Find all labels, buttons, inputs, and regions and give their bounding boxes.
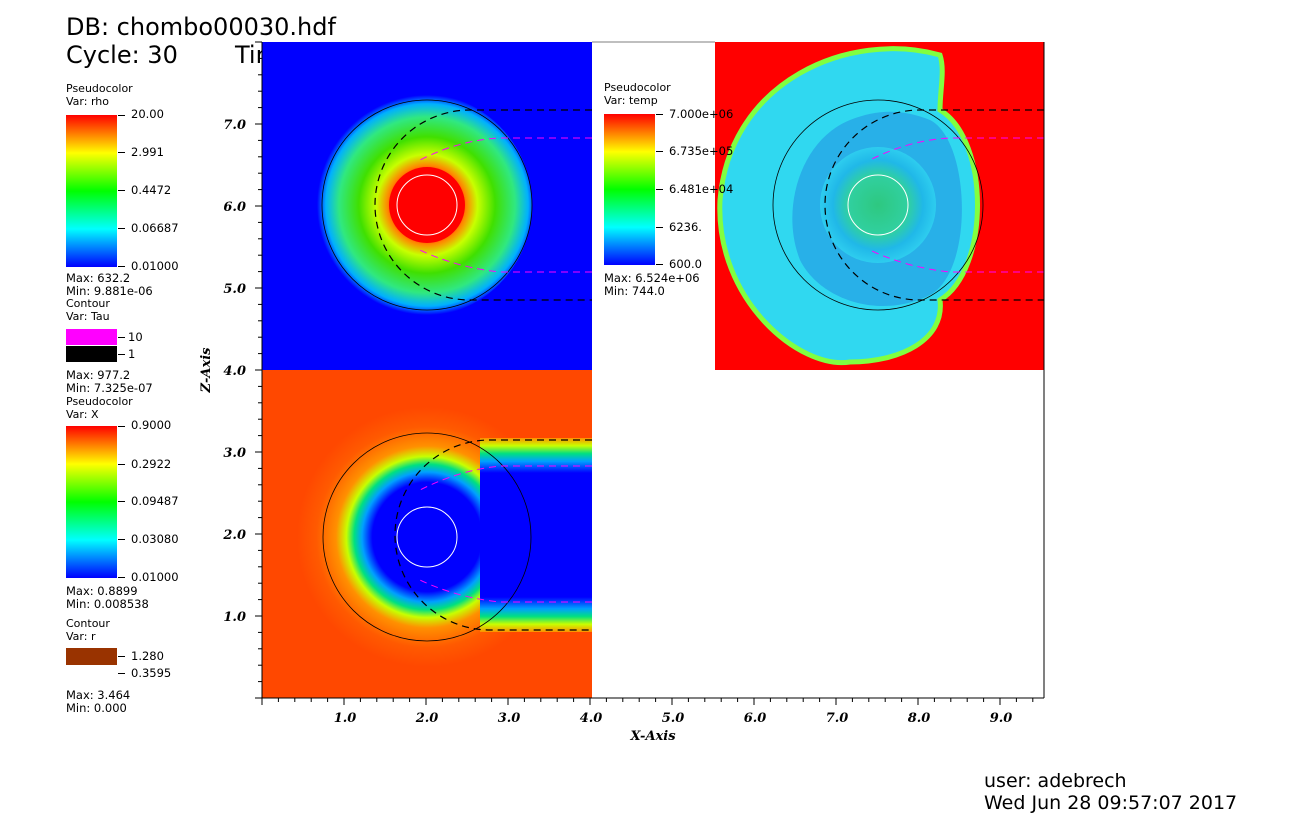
legend-temp-plot: Pseudocolor: [604, 81, 671, 94]
legend-tau-level: 10: [128, 330, 143, 344]
legend-temp-max: Max: 6.524e+06: [604, 271, 700, 285]
legend-rho-tick: 2.991: [131, 145, 164, 159]
legend-tau-swatch-10: [66, 329, 117, 345]
legend-x-colorbar: [66, 426, 117, 578]
legend-tau-level: 1: [128, 347, 136, 361]
x-axis-title: X-Axis: [629, 729, 676, 744]
legend-x-var: Var: X: [66, 408, 99, 421]
legend-x-min: Min: 0.008538: [66, 597, 149, 611]
legend-temp-colorbar: [604, 114, 655, 265]
legend-r-swatch-03595: [66, 666, 117, 681]
legend-temp-min: Min: 744.0: [604, 284, 665, 298]
legend-temp-tick: 600.0: [669, 257, 702, 271]
legend-tau-plot: Contour: [66, 297, 110, 310]
y-tick-label: 2.0: [222, 528, 246, 543]
legend-temp-var: Var: temp: [604, 94, 658, 107]
x-tick-label: 1.0: [334, 711, 357, 726]
x-tick-label: 8.0: [908, 711, 931, 726]
x-tick-label: 4.0: [580, 711, 603, 726]
legend-r-var: Var: r: [66, 630, 96, 643]
legend-rho-tick: 0.06687: [131, 221, 179, 235]
legend-r-level: 1.280: [131, 649, 164, 663]
rho-panel: [262, 42, 592, 370]
x-tick-label: 9.0: [990, 711, 1013, 726]
legend-rho-tick: 0.4472: [131, 183, 172, 197]
legend-r-plot: Contour: [66, 617, 110, 630]
y-axis-title: Z-Axis: [199, 347, 214, 394]
x-tick-label: 3.0: [498, 711, 521, 726]
legend-temp-tick: 7.000e+06: [669, 107, 734, 121]
legend-r-swatch-1280: [66, 648, 117, 665]
x-panel: [262, 370, 592, 698]
legend-rho-min: Min: 9.881e-06: [66, 284, 153, 298]
legend-rho-tick: 0.01000: [131, 259, 179, 273]
legend-rho-max: Max: 632.2: [66, 271, 131, 285]
legend-r-min: Min: 0.000: [66, 701, 127, 715]
legend-x-tick: 0.9000: [131, 418, 172, 432]
legend-x-max: Max: 0.8899: [66, 584, 138, 598]
y-tick-label: 6.0: [223, 200, 246, 215]
x-tick-label: 5.0: [662, 711, 685, 726]
y-tick-label: 1.0: [223, 610, 246, 625]
legend-tau-min: Min: 7.325e-07: [66, 381, 153, 395]
legend-rho-colorbar: [66, 115, 117, 267]
legend-tau-max: Max: 977.2: [66, 368, 131, 382]
legend-rho-plot: Pseudocolor: [66, 82, 133, 95]
legend-x-plot: Pseudocolor: [66, 395, 133, 408]
user-label: user: adebrech: [984, 770, 1127, 792]
legend-temp-tick: 6.735e+05: [669, 144, 734, 158]
legend-r-max: Max: 3.464: [66, 688, 131, 702]
legend-x-tick: 0.03080: [131, 532, 179, 546]
y-tick-label: 7.0: [223, 118, 246, 133]
legend-r-level: 0.3595: [131, 666, 172, 680]
legend-x-tick: 0.01000: [131, 570, 179, 584]
legend-tau-var: Var: Tau: [66, 310, 110, 323]
temp-panel: [715, 42, 1044, 370]
legend-temp-tick: 6236.: [669, 220, 702, 234]
legend-temp-tick: 6.481e+04: [669, 182, 734, 196]
database-title: DB: chombo00030.hdf: [66, 13, 336, 41]
date-label: Wed Jun 28 09:57:07 2017: [984, 792, 1238, 814]
y-tick-label: 3.0: [223, 446, 246, 461]
x-tick-label: 2.0: [415, 711, 439, 726]
legend-rho-var: Var: rho: [66, 95, 109, 108]
legend-x-tick: 0.09487: [131, 494, 179, 508]
y-tick-label: 5.0: [223, 282, 246, 297]
legend-tau-swatch-1: [66, 346, 117, 362]
x-tick-label: 7.0: [826, 711, 849, 726]
legend-rho-tick: 20.00: [131, 107, 164, 121]
y-tick-label: 4.0: [223, 364, 246, 379]
x-tick-label: 6.0: [744, 711, 767, 726]
axis-ticks: [255, 41, 1034, 705]
cycle-label: Cycle: 30: [66, 41, 178, 69]
legend-x-tick: 0.2922: [131, 457, 172, 471]
